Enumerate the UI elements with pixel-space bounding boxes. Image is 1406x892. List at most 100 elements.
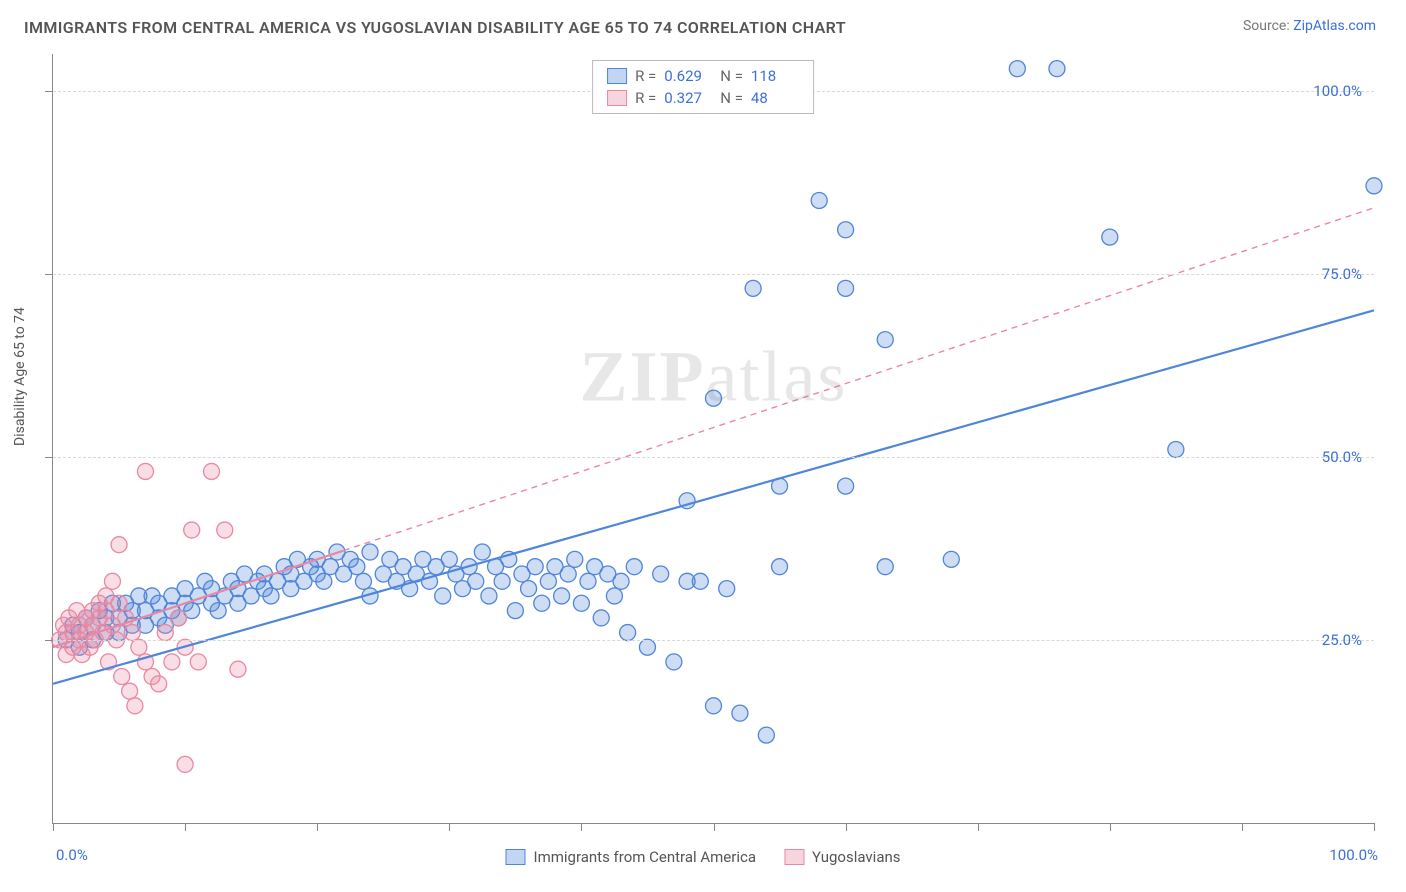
data-point <box>111 595 127 611</box>
data-point <box>527 559 543 575</box>
x-tick <box>714 823 715 831</box>
data-point <box>811 192 827 208</box>
data-point <box>521 581 537 597</box>
y-tick-label: 25.0% <box>1322 631 1362 649</box>
source-label: Source: <box>1243 18 1290 34</box>
data-point <box>653 566 669 582</box>
trend-line-extrapolated <box>344 208 1374 551</box>
data-point <box>838 280 854 296</box>
x-tick <box>317 823 318 831</box>
data-point <box>190 654 206 670</box>
data-point <box>1009 61 1025 77</box>
y-axis-title: Disability Age 65 to 74 <box>12 307 28 446</box>
legend-stats-row: R = 0.327 N = 48 <box>603 87 803 109</box>
data-point <box>573 595 589 611</box>
gridline-h <box>53 274 1374 275</box>
legend-item: Immigrants from Central America <box>505 848 756 866</box>
x-tick <box>53 823 54 831</box>
x-tick <box>581 823 582 831</box>
data-point <box>474 544 490 560</box>
data-point <box>441 551 457 567</box>
data-point <box>111 537 127 553</box>
plot-area: ZIPatlas 25.0%50.0%75.0%100.0% <box>52 54 1374 824</box>
data-point <box>435 588 451 604</box>
legend-R-value-0: 0.629 <box>664 67 712 85</box>
data-point <box>534 595 550 611</box>
data-point <box>127 698 143 714</box>
legend-N-value-1: 48 <box>751 89 799 107</box>
data-point <box>507 603 523 619</box>
data-point <box>1168 441 1184 457</box>
data-point <box>758 727 774 743</box>
data-point <box>567 551 583 567</box>
x-tick <box>846 823 847 831</box>
legend-label-0: Immigrants from Central America <box>533 848 756 866</box>
data-point <box>877 559 893 575</box>
data-point <box>1049 61 1065 77</box>
source-link[interactable]: ZipAtlas.com <box>1293 18 1376 34</box>
trend-line <box>53 310 1374 684</box>
legend-R-label: R = <box>635 67 656 85</box>
x-tick <box>978 823 979 831</box>
legend-swatch-series-1 <box>784 849 804 865</box>
data-point <box>177 756 193 772</box>
data-point <box>593 610 609 626</box>
x-tick <box>185 823 186 831</box>
data-point <box>362 544 378 560</box>
data-point <box>838 478 854 494</box>
x-tick <box>1110 823 1111 831</box>
legend-item: Yugoslavians <box>784 848 901 866</box>
legend-stats: R = 0.629 N = 118 R = 0.327 N = 48 <box>592 60 814 114</box>
data-point <box>745 280 761 296</box>
data-point <box>184 522 200 538</box>
scatter-svg <box>53 54 1374 823</box>
data-point <box>349 559 365 575</box>
data-point <box>468 573 484 589</box>
legend-swatch-series-0 <box>607 68 627 84</box>
data-point <box>943 551 959 567</box>
legend-swatch-series-1 <box>607 90 627 106</box>
legend-N-label: N = <box>720 67 743 85</box>
legend-R-value-1: 0.327 <box>664 89 712 107</box>
data-point <box>230 661 246 677</box>
legend-label-1: Yugoslavians <box>812 848 901 866</box>
data-point <box>263 588 279 604</box>
chart-title: IMMIGRANTS FROM CENTRAL AMERICA VS YUGOS… <box>24 18 846 37</box>
data-point <box>620 625 636 641</box>
gridline-h <box>53 457 1374 458</box>
x-tick <box>449 823 450 831</box>
data-point <box>1366 178 1382 194</box>
data-point <box>217 522 233 538</box>
gridline-h <box>53 640 1374 641</box>
data-point <box>639 639 655 655</box>
data-point <box>104 573 120 589</box>
chart-container: IMMIGRANTS FROM CENTRAL AMERICA VS YUGOS… <box>0 0 1406 892</box>
legend-series: Immigrants from Central America Yugoslav… <box>505 848 900 866</box>
data-point <box>613 573 629 589</box>
data-point <box>732 705 748 721</box>
y-tick <box>45 457 53 458</box>
data-point <box>131 639 147 655</box>
x-axis-min-label: 0.0% <box>56 846 88 864</box>
y-tick-label: 50.0% <box>1322 448 1362 466</box>
y-tick <box>45 640 53 641</box>
data-point <box>540 573 556 589</box>
data-point <box>666 654 682 670</box>
data-point <box>877 332 893 348</box>
y-tick-label: 100.0% <box>1313 82 1362 100</box>
data-point <box>1102 229 1118 245</box>
data-point <box>114 669 130 685</box>
data-point <box>210 603 226 619</box>
data-point <box>719 581 735 597</box>
legend-R-label: R = <box>635 89 656 107</box>
data-point <box>560 566 576 582</box>
legend-stats-row: R = 0.629 N = 118 <box>603 65 803 87</box>
data-point <box>706 698 722 714</box>
data-point <box>137 463 153 479</box>
data-point <box>157 625 173 641</box>
legend-N-value-0: 118 <box>751 67 799 85</box>
data-point <box>170 610 186 626</box>
data-point <box>692 573 708 589</box>
data-point <box>122 683 138 699</box>
data-point <box>151 676 167 692</box>
